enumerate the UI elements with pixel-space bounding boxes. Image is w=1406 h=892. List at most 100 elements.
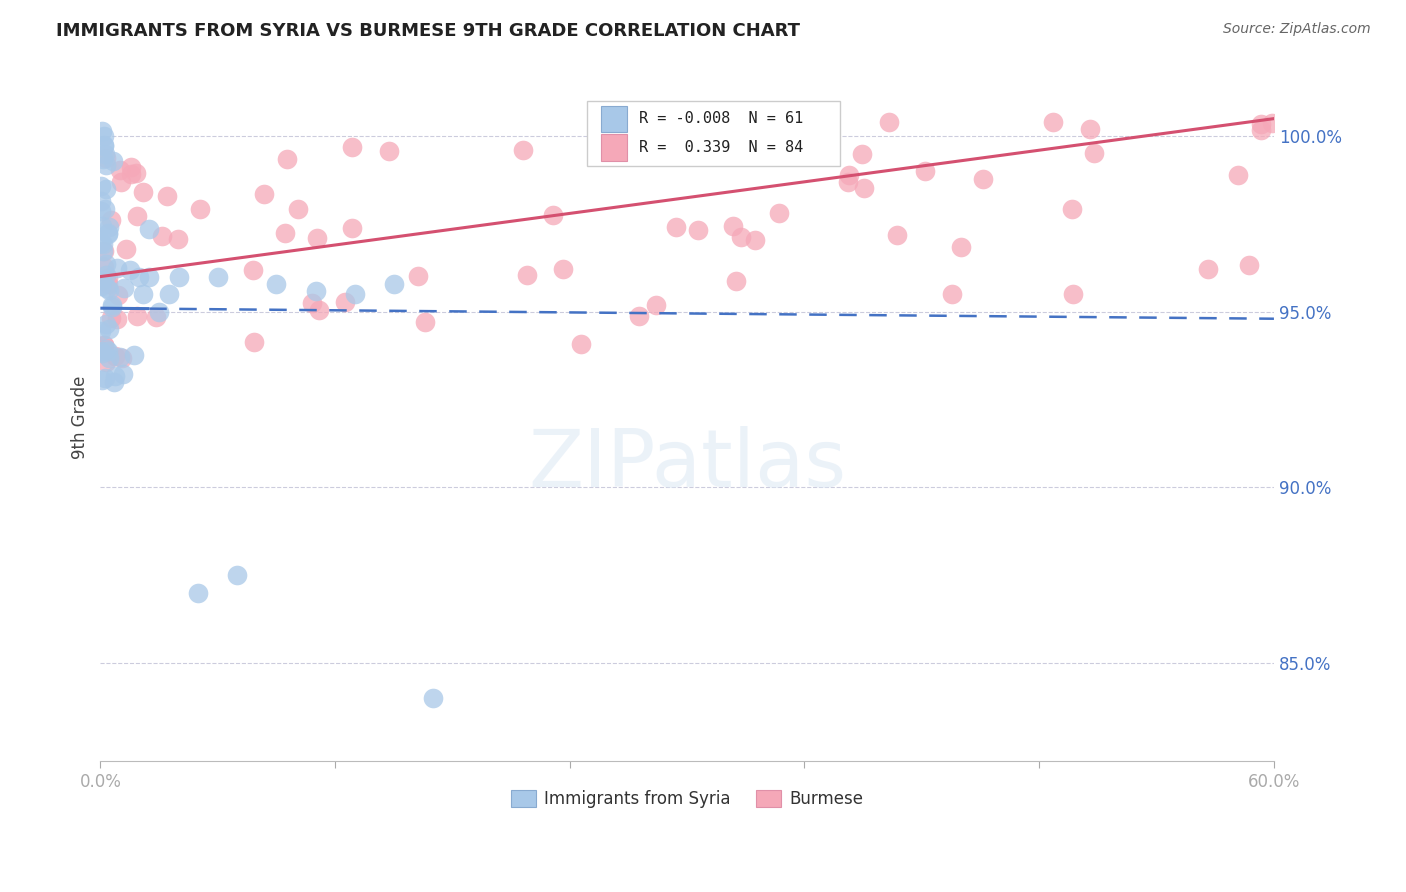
Point: [96, 317, 118, 331]
Point: [94, 343, 117, 357]
Point: [665, 219, 688, 234]
Text: R = -0.008  N = 61: R = -0.008 N = 61: [638, 112, 803, 127]
Point: [110, 175, 132, 189]
Point: [340, 139, 363, 153]
Point: [112, 281, 135, 295]
Point: [207, 269, 229, 284]
Point: [266, 277, 288, 291]
Point: [91, 236, 114, 251]
Point: [98, 351, 121, 365]
Point: [768, 206, 790, 220]
Point: [108, 163, 131, 178]
Point: [1250, 122, 1272, 136]
Point: [886, 228, 908, 243]
Point: [94, 354, 117, 368]
Point: [91, 345, 114, 359]
Point: [512, 143, 534, 157]
Bar: [602, 106, 627, 132]
Point: [118, 262, 141, 277]
Point: [744, 233, 766, 247]
Point: [105, 260, 128, 275]
Point: [111, 351, 134, 365]
Point: [97, 277, 120, 291]
Point: [97, 226, 120, 240]
Point: [90, 203, 112, 218]
Point: [156, 189, 179, 203]
Legend: Immigrants from Syria, Burmese: Immigrants from Syria, Burmese: [505, 783, 870, 814]
Point: [516, 268, 538, 282]
Point: [226, 568, 249, 582]
Point: [340, 221, 363, 235]
Point: [105, 311, 128, 326]
Point: [1261, 116, 1284, 130]
Point: [553, 262, 575, 277]
Point: [1226, 168, 1249, 182]
Point: [94, 151, 117, 165]
Point: [90, 194, 112, 208]
Point: [941, 286, 963, 301]
Point: [124, 348, 146, 362]
Point: [693, 126, 716, 140]
Point: [644, 298, 666, 312]
Point: [838, 168, 860, 182]
Point: [1237, 258, 1260, 272]
Point: [132, 185, 155, 199]
Point: [145, 310, 167, 324]
Point: [148, 304, 170, 318]
Point: [1080, 121, 1102, 136]
Bar: [602, 135, 627, 161]
Point: [98, 220, 121, 235]
Point: [115, 242, 138, 256]
Point: [1060, 202, 1083, 216]
Point: [853, 180, 876, 194]
Point: [253, 186, 276, 201]
Point: [287, 202, 309, 216]
Point: [696, 120, 718, 135]
Point: [301, 295, 323, 310]
Point: [837, 175, 859, 189]
Point: [132, 287, 155, 301]
Point: [243, 335, 266, 350]
Point: [382, 277, 405, 291]
Point: [101, 298, 124, 312]
Point: [91, 373, 114, 387]
Point: [1197, 261, 1219, 276]
Point: [90, 273, 112, 287]
Point: [972, 172, 994, 186]
Point: [150, 228, 173, 243]
Point: [695, 135, 717, 149]
Point: [90, 235, 112, 250]
Point: [104, 349, 127, 363]
Point: [96, 281, 118, 295]
Point: [90, 219, 112, 234]
Point: [675, 139, 697, 153]
Point: [1062, 287, 1084, 301]
Point: [686, 223, 709, 237]
Point: [851, 147, 873, 161]
Point: [100, 311, 122, 326]
Point: [90, 279, 112, 293]
Point: [541, 208, 564, 222]
Point: [274, 226, 297, 240]
Point: [101, 300, 124, 314]
Point: [93, 129, 115, 144]
Point: [1250, 117, 1272, 131]
Point: [721, 219, 744, 233]
Point: [415, 315, 437, 329]
Point: [724, 274, 747, 288]
Point: [730, 230, 752, 244]
Point: [408, 268, 430, 283]
Point: [108, 350, 131, 364]
Point: [97, 270, 120, 285]
Point: [1083, 145, 1105, 160]
Point: [93, 139, 115, 153]
Point: [422, 690, 444, 705]
Point: [308, 303, 330, 318]
Point: [111, 367, 134, 381]
Point: [91, 244, 114, 259]
Point: [305, 231, 328, 245]
Point: [98, 283, 121, 297]
Point: [100, 213, 122, 227]
Point: [93, 338, 115, 352]
Point: [627, 309, 650, 323]
